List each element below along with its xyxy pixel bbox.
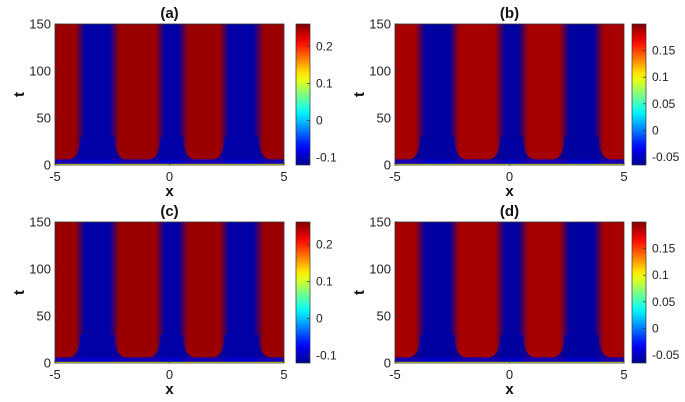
y-tick-label: 0 xyxy=(44,356,51,371)
x-tick-label: 5 xyxy=(620,169,627,184)
well-spread xyxy=(407,334,468,358)
y-tick-label: 100 xyxy=(29,64,51,79)
x-axis-label: x xyxy=(505,381,514,398)
x-tick-label: -5 xyxy=(389,169,401,184)
well-spread xyxy=(487,136,536,160)
panel-title: (c) xyxy=(160,203,178,220)
colorbar-tick-label: 0.2 xyxy=(316,39,333,53)
y-tick-label: 50 xyxy=(377,111,391,126)
x-axis-label: x xyxy=(165,183,174,200)
y-tick-label: 50 xyxy=(37,111,51,126)
colorbar-tick-label: 0.1 xyxy=(316,76,333,90)
x-tick-label: 0 xyxy=(506,169,513,184)
x-tick-label: 0 xyxy=(506,367,513,382)
x-tick-label: -5 xyxy=(49,169,61,184)
colorbar-tick-label: -0.1 xyxy=(316,349,337,363)
panel-title: (b) xyxy=(500,5,519,22)
y-tick-label: 150 xyxy=(29,17,51,32)
x-tick-label: 0 xyxy=(166,367,173,382)
y-axis-label: t xyxy=(351,290,368,295)
x-tick-label: 5 xyxy=(280,169,287,184)
x-tick-label: 0 xyxy=(166,169,173,184)
y-tick-label: 50 xyxy=(377,309,391,324)
colorbar-tick-label: 0.15 xyxy=(652,44,676,58)
y-tick-label: 100 xyxy=(369,262,391,277)
colorbar xyxy=(295,221,311,364)
y-tick-label: 100 xyxy=(29,262,51,277)
colorbar-tick-label: 0.1 xyxy=(652,268,669,282)
colorbar-tick-label: 0.05 xyxy=(652,295,676,309)
panel-title: (a) xyxy=(160,5,178,22)
well-spread xyxy=(67,136,128,160)
x-tick-label: 5 xyxy=(280,367,287,382)
well-spread xyxy=(211,136,272,160)
x-axis-label: x xyxy=(165,381,174,398)
colorbar xyxy=(295,23,311,166)
colorbar-tick-label: 0 xyxy=(652,321,659,335)
colorbar-tick-label: -0.05 xyxy=(652,348,680,362)
well-spread xyxy=(407,136,468,160)
y-tick-label: 0 xyxy=(384,158,391,173)
x-tick-label: -5 xyxy=(389,367,401,382)
y-tick-label: 50 xyxy=(37,309,51,324)
colorbar-tick-label: 0.1 xyxy=(652,70,669,84)
colorbar xyxy=(631,221,647,364)
y-tick-label: 150 xyxy=(369,215,391,230)
well-spread xyxy=(147,136,196,160)
well-spread xyxy=(551,334,612,358)
y-axis-label: t xyxy=(11,92,28,97)
colorbar-tick-label: 0 xyxy=(316,311,323,325)
x-tick-label: 5 xyxy=(620,367,627,382)
panel-title: (d) xyxy=(500,203,519,220)
colorbar-tick-label: 0.15 xyxy=(652,242,676,256)
well-spread xyxy=(211,334,272,358)
y-tick-label: 100 xyxy=(369,64,391,79)
y-tick-label: 0 xyxy=(384,356,391,371)
colorbar-tick-label: -0.05 xyxy=(652,150,680,164)
colorbar-tick-label: 0.2 xyxy=(316,237,333,251)
colorbar-tick-label: 0.1 xyxy=(316,274,333,288)
y-tick-label: 0 xyxy=(44,158,51,173)
x-tick-label: -5 xyxy=(49,367,61,382)
colorbar-tick-label: 0.05 xyxy=(652,97,676,111)
colorbar-tick-label: -0.1 xyxy=(316,151,337,165)
well-spread xyxy=(551,136,612,160)
well-spread xyxy=(67,334,128,358)
well-spread xyxy=(487,334,536,358)
y-tick-label: 150 xyxy=(29,215,51,230)
x-axis-label: x xyxy=(505,183,514,200)
colorbar-tick-label: 0 xyxy=(316,113,323,127)
y-axis-label: t xyxy=(351,92,368,97)
y-tick-label: 150 xyxy=(369,17,391,32)
colorbar xyxy=(631,23,647,166)
y-axis-label: t xyxy=(11,290,28,295)
colorbar-tick-label: 0 xyxy=(652,123,659,137)
well-spread xyxy=(147,334,196,358)
